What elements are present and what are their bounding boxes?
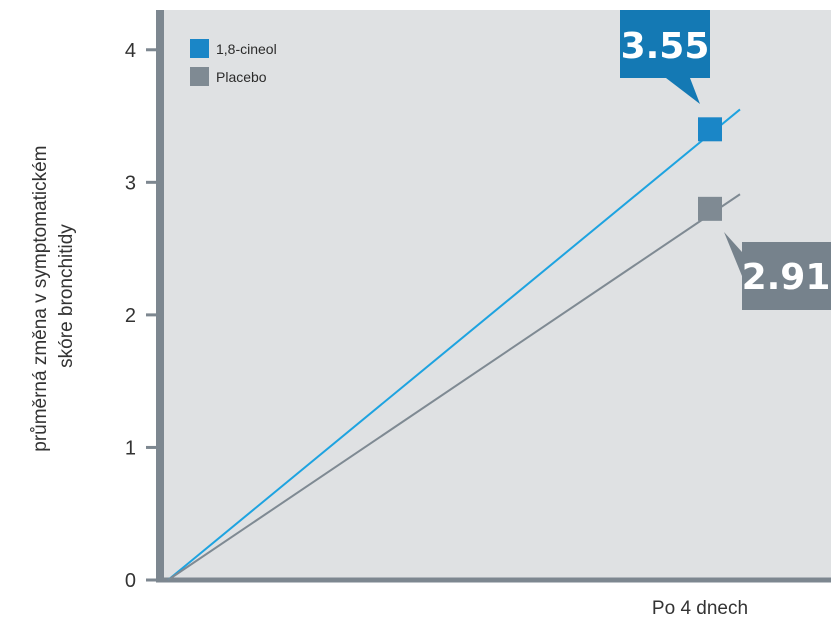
y-axis-title-line-2: skóre bronchitidy [56, 224, 77, 368]
y-ticks: 0 1 2 3 4 [125, 40, 160, 592]
callout-value-cineol: 3.55 [621, 26, 710, 67]
plot-area [160, 10, 831, 580]
callout-box-placebo [742, 242, 831, 310]
callout-box-cineol [620, 10, 710, 78]
y-axis-title-line-1: průměrná změna v symptomatickém [30, 146, 51, 452]
series-line-placebo [167, 193, 741, 581]
data-point-placebo [698, 196, 722, 221]
callout-pointer-cineol [666, 78, 700, 104]
y-axis-title: průměrná změna v symptomatickém skóre br… [30, 140, 77, 452]
legend: 1,8-cineol Placebo [190, 39, 277, 86]
data-point-cineol [698, 117, 722, 142]
y-tick-label: 2 [125, 305, 136, 327]
series-lines [167, 108, 741, 581]
y-tick-label: 3 [125, 172, 136, 194]
legend-label-cineol: 1,8-cineol [216, 41, 277, 57]
callout-pointer-placebo [724, 232, 742, 276]
legend-swatch-cineol [190, 39, 209, 58]
legend-label-placebo: Placebo [216, 69, 267, 85]
legend-swatch-placebo [190, 67, 209, 86]
y-tick-label: 1 [125, 437, 136, 459]
callouts: 3.55 2.91 [620, 10, 831, 310]
series-line-cineol [167, 108, 741, 581]
y-tick-label: 0 [125, 570, 136, 592]
y-tick-label: 4 [125, 40, 136, 62]
x-axis-title: Po 4 dnech [652, 598, 748, 619]
callout-value-placebo: 2.91 [742, 257, 831, 298]
